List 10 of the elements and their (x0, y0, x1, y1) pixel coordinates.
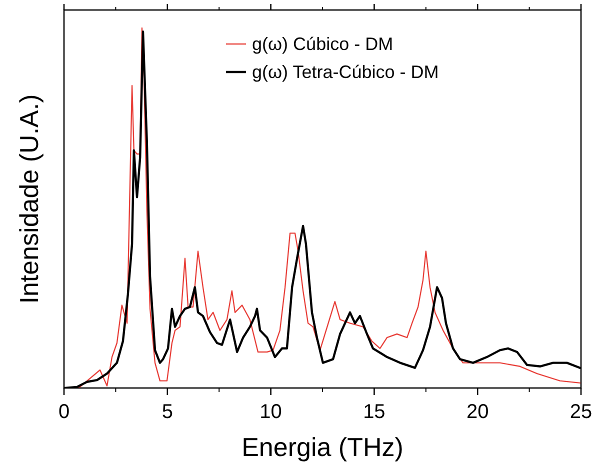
x-tick-label: 10 (260, 401, 282, 423)
x-axis-title: Energia (THz) (242, 432, 404, 462)
x-tick-label: 5 (162, 401, 173, 423)
x-tick-label: 0 (58, 401, 70, 423)
x-tick-label: 25 (570, 401, 592, 423)
legend-label: g(ω) Tetra-Cúbico - DM (252, 62, 439, 82)
x-tick-label: 20 (466, 401, 489, 423)
y-axis-title: Intensidade (U.A.) (14, 94, 44, 304)
legend-label: g(ω) Cúbico - DM (252, 34, 394, 54)
x-tick-label: 15 (363, 401, 386, 423)
